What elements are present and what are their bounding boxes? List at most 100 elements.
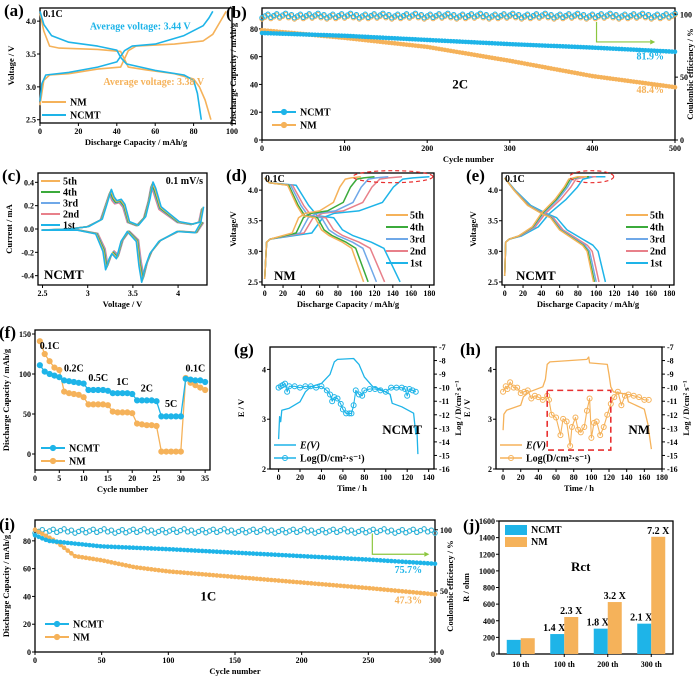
y-tick-label: 150 [19, 330, 31, 339]
y-axis-label: Voltage/V [228, 210, 238, 246]
capacity-point-ncmt [196, 548, 201, 554]
capacity-point-nm [203, 572, 209, 577]
ce-point-ncmt [580, 11, 587, 18]
ce-point-ncmt [306, 11, 312, 17]
x-tick-label: 3.5 [128, 289, 138, 298]
ce-point-ncmt [501, 11, 507, 17]
diffusion-point [504, 386, 511, 393]
capacity-point-nm [319, 581, 325, 587]
legend-nm-text: NM [300, 121, 317, 132]
y2-tick-label: -12 [439, 411, 450, 420]
bar-ratio-label: 2.3 X [560, 606, 583, 617]
capacity-point-nm [218, 573, 223, 579]
capacity-point-nm [283, 578, 289, 584]
rate-label: 5C [165, 399, 177, 410]
capacity-point-nm [174, 569, 180, 575]
legend-text-5th: 5th [650, 211, 664, 222]
x-tick-label: 25 [153, 474, 161, 483]
legend-diffusion-text: Log(D/cm²·s⁻¹) [526, 454, 591, 465]
sample-label: NM [274, 268, 296, 283]
legend-ncmt-text: NCMT [69, 444, 100, 455]
y-tick-label: 50 [23, 410, 31, 419]
y-axis-label: R / ohm [461, 573, 471, 602]
diffusion-point [307, 383, 314, 390]
capacity-point-ncmt [123, 545, 129, 550]
capacity-point-ncmt [316, 554, 321, 560]
y2-tick-label: -13 [439, 424, 450, 433]
legend-text-ncmt: NCMT [531, 525, 562, 536]
legend-nm-marker [280, 121, 288, 129]
legend-nm-text: NM [70, 98, 87, 109]
capacity-point-nm [312, 581, 318, 586]
y2-tick-label: -15 [439, 451, 450, 460]
capacity-point-nm [407, 589, 412, 595]
rate-label: 0.5C [88, 373, 108, 384]
rate-point-nm [80, 394, 87, 401]
y-tick-label: 0.4 [24, 178, 34, 187]
capacity-point-nm [272, 578, 278, 583]
x-tick-label: 60 [552, 473, 560, 482]
legend-text-3rd: 3rd [410, 235, 425, 246]
ce-point-ncmt [353, 11, 360, 18]
ce-point-ncmt [432, 530, 438, 536]
diffusion-point [641, 396, 648, 403]
capacity-point-ncmt [229, 550, 234, 555]
capacity-point-ncmt [367, 557, 372, 562]
capacity-point-ncmt [330, 555, 336, 561]
legend-diffusion-marker [508, 455, 514, 461]
ce-point-ncmt [428, 527, 435, 533]
capacity-point-ncmt [403, 559, 409, 565]
diffusion-point [625, 391, 632, 398]
y2-tick-label: -16 [667, 465, 678, 474]
capacity-point-nm [410, 589, 416, 595]
y-tick-label: 600 [483, 600, 495, 609]
capacity-point-ncmt [305, 554, 311, 559]
ce-point-ncmt [459, 11, 466, 17]
y-tick-label: 3 [262, 415, 266, 424]
capacity-point-nm [185, 570, 191, 576]
ce-point-ncmt [388, 527, 395, 533]
ce-point-ncmt [221, 526, 227, 532]
capacity-point-nm [298, 580, 303, 585]
x-tick-label: 0 [33, 656, 37, 665]
capacity-point-nm [39, 531, 45, 537]
rate-point-ncmt [177, 413, 184, 420]
capacity-point-ncmt [174, 547, 180, 552]
bar-ncmt [593, 628, 608, 654]
capacity-point-nm [403, 589, 409, 594]
diffusion-point [581, 423, 588, 430]
capacity-point-ncmt [185, 547, 191, 553]
capacity-point-nm [425, 591, 431, 596]
diffusion-point [500, 388, 507, 395]
capacity-point-ncmt [301, 553, 307, 559]
capacity-point-ncmt [199, 548, 205, 554]
capacity-point-nm [76, 554, 81, 559]
ce-point-ncmt [639, 10, 646, 17]
diffusion-point [377, 387, 384, 394]
legend-nm-marker [49, 457, 57, 465]
discharge-curve-1st [504, 177, 607, 283]
diffusion-point [568, 423, 575, 430]
capacity-point-ncmt [363, 557, 369, 562]
diffusion-point [350, 402, 357, 409]
legend-text-4th: 4th [63, 188, 77, 199]
bar-ratio-label: 2.1 X [630, 613, 653, 624]
diffusion-point [284, 388, 291, 395]
diffusion-point [535, 394, 542, 401]
ce-point-ncmt [315, 10, 321, 17]
capacity-point-nm [247, 575, 252, 581]
ce-point-ncmt [515, 11, 522, 18]
rate-line-nm [39, 340, 206, 453]
diffusion-point [531, 392, 538, 399]
capacity-point-ncmt [432, 561, 438, 567]
retention-ncmt: 75.7% [395, 565, 423, 576]
capacity-point-ncmt [381, 558, 387, 563]
capacity-point-nm [170, 569, 176, 575]
capacity-point-ncmt [112, 544, 118, 550]
x-tick-label: 0 [277, 473, 281, 482]
capacity-point-ncmt [178, 547, 183, 553]
rate-point-ncmt [61, 377, 68, 384]
y-tick-label: 3 [488, 415, 492, 424]
rate-point-nm [75, 391, 82, 398]
ce-point-ncmt [412, 10, 419, 17]
